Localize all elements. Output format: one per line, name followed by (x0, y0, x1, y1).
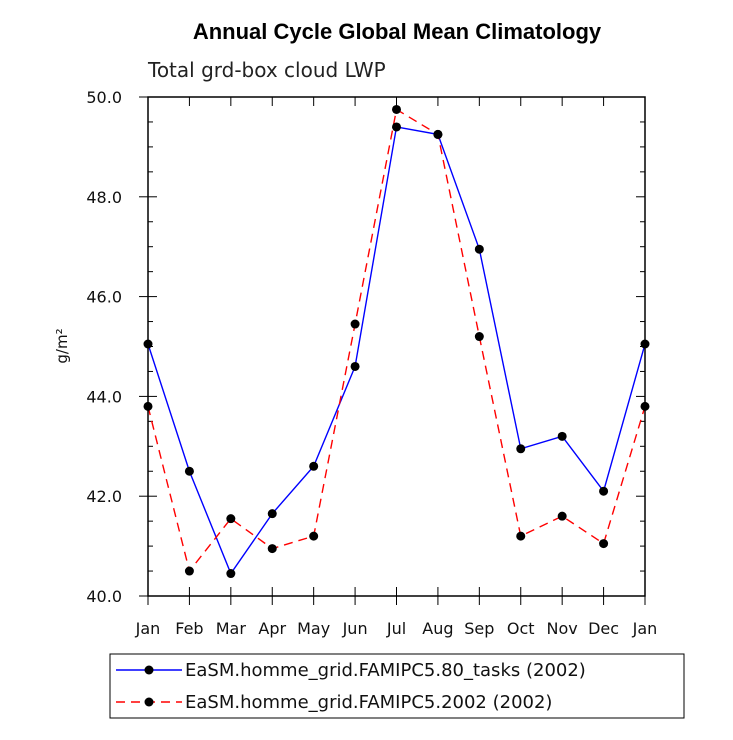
x-tick-label: Nov (547, 619, 578, 638)
series-2-point (392, 104, 401, 114)
legend-marker-1 (144, 665, 154, 675)
series-1-point (474, 244, 484, 254)
x-tick-labels: Jan Feb Mar Apr May Jun Jul Aug Sep Oct Nov Dec Jan (135, 619, 658, 638)
series-1-point (350, 361, 360, 371)
x-tick-label: Jun (342, 619, 368, 638)
y-tick-label: 46.0 (86, 288, 122, 307)
series-1-point (516, 444, 526, 454)
legend-label-1: EaSM.homme_grid.FAMIPC5.80_tasks (2002) (185, 660, 586, 681)
series-2-point (557, 511, 567, 521)
series-2-point (309, 531, 319, 541)
x-tick-label: Feb (175, 619, 203, 638)
series-line-2 (147, 108, 646, 573)
x-tick-label: Jan (135, 619, 161, 638)
y-tick-label: 48.0 (86, 188, 122, 207)
x-tick-label: Mar (216, 619, 247, 638)
y-tick-label: 42.0 (86, 487, 122, 506)
series-layer (143, 104, 650, 579)
series-1-point (184, 466, 194, 476)
series-2-point (474, 332, 484, 342)
series-line-1 (147, 126, 646, 576)
x-tick-label: Aug (422, 619, 453, 638)
y-tick-label: 44.0 (86, 387, 122, 406)
legend: EaSM.homme_grid.FAMIPC5.80_tasks (2002) E… (109, 653, 685, 719)
x-tick-label: Dec (588, 619, 619, 638)
legend-label-2: EaSM.homme_grid.FAMIPC5.2002 (2002) (185, 692, 552, 713)
axis-ticks (139, 96, 646, 605)
y-tick-labels: 40.0 42.0 44.0 46.0 48.0 50.0 (86, 88, 122, 606)
x-tick-label: Oct (507, 619, 535, 638)
legend-box (109, 653, 685, 719)
series-2-point (226, 514, 236, 524)
series-2-point (516, 531, 526, 541)
x-tick-label: Sep (464, 619, 494, 638)
series-2-point (433, 129, 443, 139)
x-tick-label: Jul (386, 619, 406, 638)
y-tick-label: 40.0 (86, 587, 122, 606)
y-axis-label: g/m² (53, 328, 71, 363)
series-1-point (599, 486, 609, 496)
series-2-point (350, 319, 360, 329)
x-tick-label: Jan (632, 619, 658, 638)
series-1-point (392, 122, 401, 132)
series-1-point (309, 461, 319, 471)
plot-frame (147, 96, 646, 597)
chart-title: Annual Cycle Global Mean Climatology (193, 19, 602, 44)
series-2-point (599, 539, 609, 549)
legend-marker-2 (144, 697, 154, 707)
series-1-point (226, 569, 236, 579)
series-1-point (557, 431, 567, 441)
series-1-point (267, 509, 277, 519)
x-tick-label: Apr (258, 619, 286, 638)
x-tick-label: May (297, 619, 330, 638)
chart-subtitle: Total grd-box cloud LWP (147, 58, 386, 82)
series-2-point (184, 566, 194, 576)
series-2-point (267, 544, 277, 554)
y-tick-label: 50.0 (86, 88, 122, 107)
